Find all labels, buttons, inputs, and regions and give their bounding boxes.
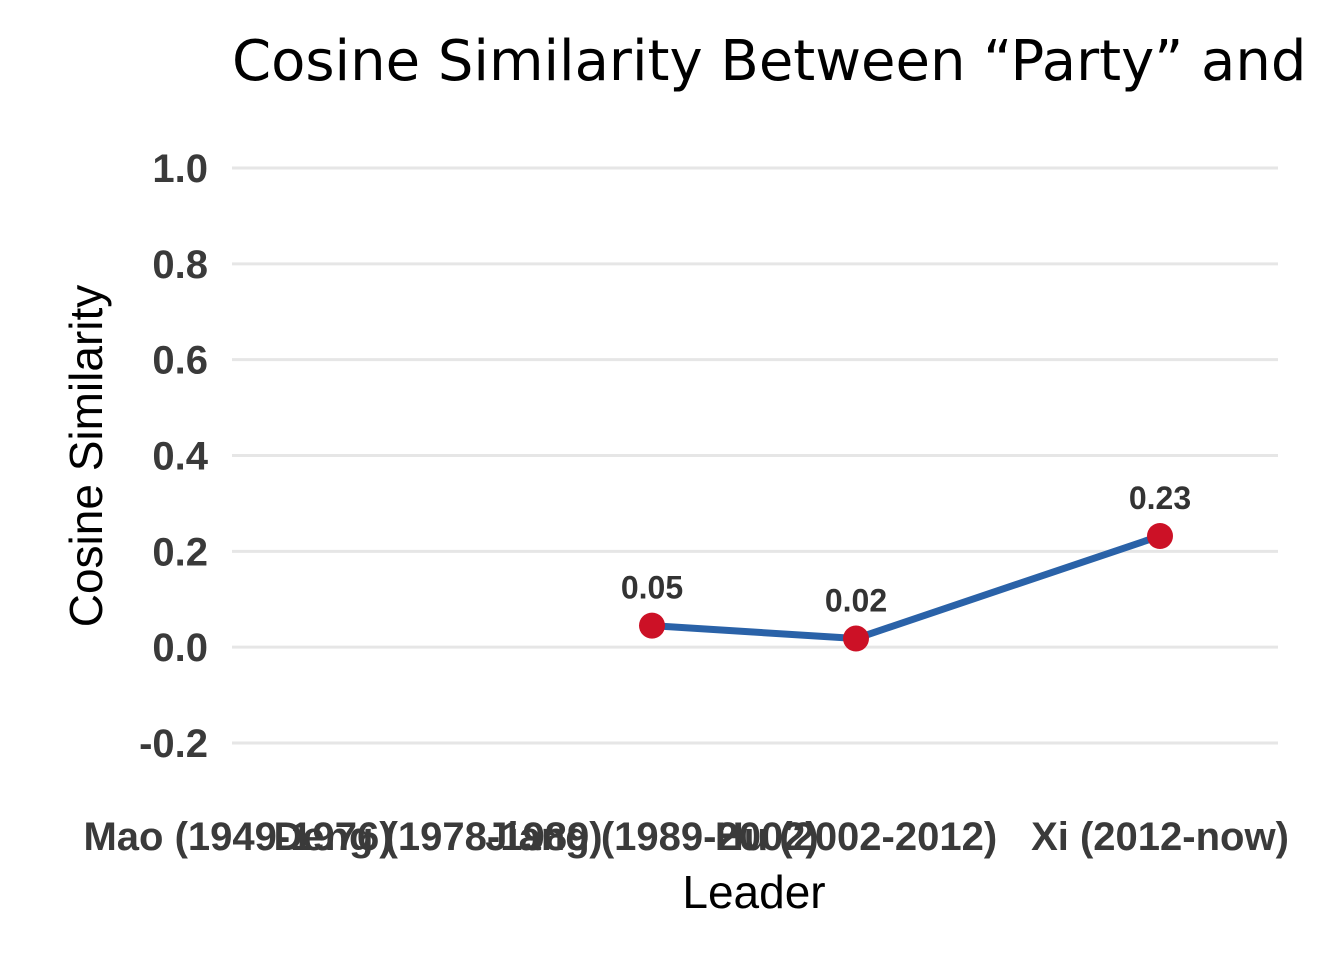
- series-layer: [639, 523, 1173, 652]
- y-tick-label: 0.6: [152, 339, 208, 383]
- y-tick-label: -0.2: [139, 722, 208, 766]
- x-tick-labels: Mao (1949-1976)Deng (1978-1989)Jiang (19…: [83, 815, 1288, 859]
- data-point: [639, 612, 665, 639]
- x-tick-label: Hu (2002-2012): [715, 815, 997, 859]
- data-point: [843, 625, 869, 652]
- x-tick-label: Jiang (1989-2002): [485, 815, 819, 859]
- y-tick-label: 1.0: [152, 147, 208, 191]
- x-tick-label: Deng (1978-1989): [273, 815, 602, 859]
- y-tick-label: 0.2: [152, 530, 208, 574]
- y-tick-labels: -0.2 0.0 0.2 0.4 0.6 0.8 1.0: [139, 147, 209, 766]
- y-tick-label: 0.4: [152, 435, 208, 479]
- chart-title: Cosine Similarity Between “Party” and: [232, 29, 1306, 94]
- data-point: [1147, 523, 1173, 549]
- y-tick-label: 0.8: [152, 243, 208, 287]
- data-label: 0.23: [1129, 480, 1191, 516]
- y-axis-label: Cosine Similarity: [60, 285, 112, 628]
- data-labels: 0.05 0.02 0.23: [621, 480, 1191, 619]
- y-tick-label: 0.0: [152, 626, 208, 670]
- x-axis-label: Leader: [682, 866, 825, 918]
- data-label: 0.02: [825, 583, 887, 619]
- x-tick-label: Xi (2012-now): [1031, 815, 1289, 859]
- data-label: 0.05: [621, 570, 683, 606]
- grid-lines: [232, 166, 1278, 745]
- x-tick-label: Mao (1949-1976): [83, 815, 392, 859]
